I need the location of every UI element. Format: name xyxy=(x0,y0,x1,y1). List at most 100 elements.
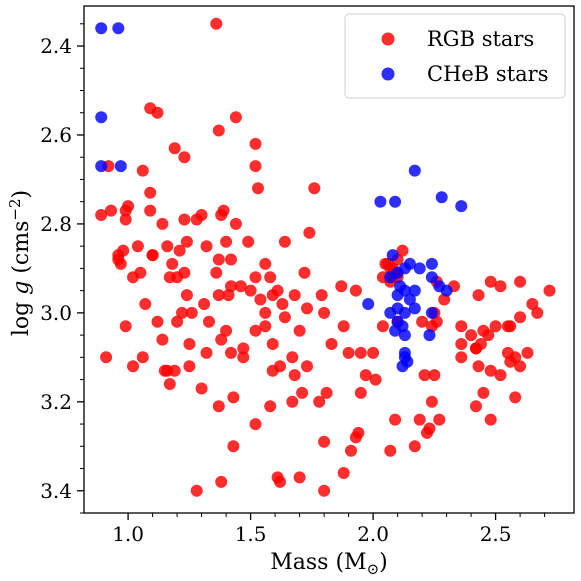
data-point xyxy=(151,106,164,119)
data-point xyxy=(413,262,426,275)
data-point xyxy=(119,320,132,333)
data-point xyxy=(308,182,321,195)
data-point xyxy=(484,364,497,377)
data-point xyxy=(526,298,539,310)
y-tick-label: 2.8 xyxy=(40,212,72,236)
x-tick-label: 1.0 xyxy=(112,522,144,546)
x-tick-label: 1.5 xyxy=(235,522,267,546)
data-point xyxy=(416,315,429,328)
data-point xyxy=(249,160,262,173)
legend-marker-rgb xyxy=(381,32,395,46)
data-point xyxy=(114,160,127,173)
data-point xyxy=(136,164,149,177)
data-point xyxy=(144,204,157,217)
data-point xyxy=(220,324,233,337)
data-point xyxy=(210,266,223,279)
y-tick-label: 2.4 xyxy=(40,34,72,58)
data-point xyxy=(408,284,421,297)
data-point xyxy=(200,346,213,359)
data-point xyxy=(362,298,375,310)
data-point xyxy=(156,333,169,346)
data-point xyxy=(337,320,350,333)
data-point xyxy=(313,395,326,408)
data-point xyxy=(166,257,179,270)
data-point xyxy=(259,257,272,270)
data-point xyxy=(105,204,117,217)
data-point xyxy=(136,351,149,364)
data-point xyxy=(455,338,468,350)
y-tick-label: 3.0 xyxy=(40,301,72,325)
data-point xyxy=(293,324,306,337)
data-point xyxy=(127,360,139,373)
data-point xyxy=(122,200,135,213)
data-point xyxy=(408,440,421,453)
data-point xyxy=(190,484,203,497)
data-point xyxy=(161,240,174,253)
data-point xyxy=(195,382,208,395)
data-point xyxy=(318,435,331,448)
data-point xyxy=(374,195,387,208)
data-point xyxy=(215,209,228,221)
data-point xyxy=(403,293,416,306)
data-point xyxy=(389,195,402,208)
data-point xyxy=(203,315,215,328)
data-point xyxy=(266,364,279,377)
data-point xyxy=(342,346,355,359)
data-point xyxy=(286,395,299,408)
data-point xyxy=(403,257,416,270)
data-point xyxy=(354,386,367,399)
data-point xyxy=(428,369,441,382)
data-point xyxy=(146,249,159,262)
data-point xyxy=(349,284,362,297)
data-point xyxy=(178,151,191,164)
data-point xyxy=(455,320,468,333)
data-point xyxy=(425,395,438,408)
data-point xyxy=(398,306,411,319)
data-point xyxy=(114,257,127,270)
data-point xyxy=(325,338,338,350)
data-point xyxy=(472,360,485,373)
data-point xyxy=(215,333,228,346)
data-point xyxy=(278,235,291,248)
data-point xyxy=(151,315,164,328)
data-point xyxy=(190,213,203,226)
y-axis-title: log g (cms−2) xyxy=(6,190,34,336)
data-point xyxy=(163,378,176,390)
data-point xyxy=(266,289,279,302)
data-point xyxy=(337,467,350,479)
data-point xyxy=(144,186,157,199)
data-point xyxy=(421,426,433,439)
data-point xyxy=(484,275,497,288)
data-point xyxy=(276,298,289,310)
legend-marker-cheb xyxy=(381,67,395,81)
data-point xyxy=(237,342,250,355)
data-point xyxy=(112,22,125,35)
data-point xyxy=(345,444,357,457)
data-point xyxy=(252,182,264,195)
data-point xyxy=(249,418,262,431)
data-point xyxy=(504,320,517,333)
data-point xyxy=(254,293,267,306)
data-point xyxy=(200,240,213,253)
data-point xyxy=(237,351,250,364)
data-point xyxy=(212,289,225,302)
data-point xyxy=(425,257,438,270)
data-point xyxy=(244,284,257,297)
data-point xyxy=(376,320,389,333)
data-point xyxy=(278,311,291,324)
data-point xyxy=(408,302,421,315)
data-point xyxy=(229,217,242,230)
x-axis-ticks: 1.0 1.5 2.0 2.5 xyxy=(112,513,546,546)
data-point xyxy=(296,386,309,399)
data-point xyxy=(156,217,169,230)
data-point xyxy=(119,213,132,226)
data-point xyxy=(225,346,237,359)
data-point xyxy=(396,244,409,257)
x-tick-label: 2.0 xyxy=(357,522,389,546)
data-point xyxy=(384,271,397,284)
data-point xyxy=(521,346,534,359)
data-point xyxy=(168,142,181,155)
data-point xyxy=(176,306,188,319)
series-cheb xyxy=(95,22,468,373)
